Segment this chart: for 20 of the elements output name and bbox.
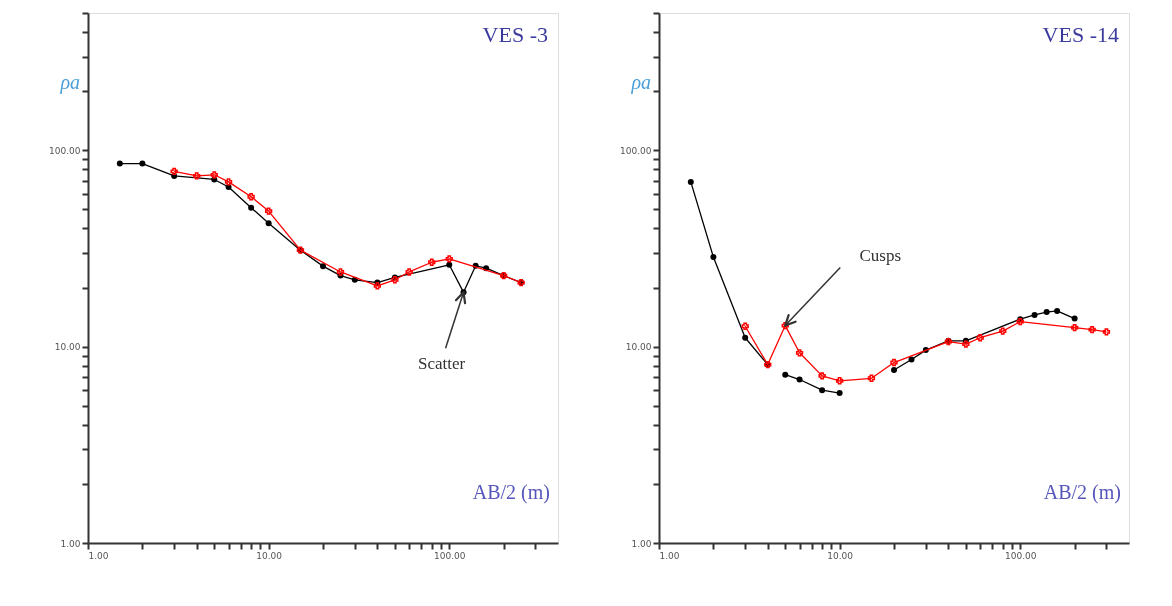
x-axis-title: AB/2 (m) bbox=[472, 481, 550, 504]
y-tick-label: 1.00 bbox=[631, 538, 652, 549]
x-tick-label: 100.00 bbox=[434, 550, 466, 561]
x-tick-label: 100.00 bbox=[1005, 550, 1037, 561]
y-tick-label: 100.00 bbox=[620, 145, 652, 156]
x-tick-label: 1.00 bbox=[659, 550, 680, 561]
y-tick-label: 100.00 bbox=[49, 145, 81, 156]
y-tick-label: 10.00 bbox=[625, 342, 652, 353]
annotation: Cusps bbox=[859, 245, 902, 265]
x-tick-label: 1.00 bbox=[88, 550, 109, 561]
y-tick-label: 10.00 bbox=[54, 342, 81, 353]
y-axis-title: ρa bbox=[630, 71, 651, 94]
annotation: Scatter bbox=[417, 354, 466, 374]
chart-title: VES -3 bbox=[482, 22, 548, 47]
x-axis-title: AB/2 (m) bbox=[1043, 481, 1121, 504]
x-tick-label: 10.00 bbox=[256, 550, 283, 561]
y-tick-label: 1.00 bbox=[60, 538, 81, 549]
x-tick-label: 10.00 bbox=[827, 550, 854, 561]
y-axis-title: ρa bbox=[59, 71, 80, 94]
chart-title: VES -14 bbox=[1042, 22, 1119, 47]
